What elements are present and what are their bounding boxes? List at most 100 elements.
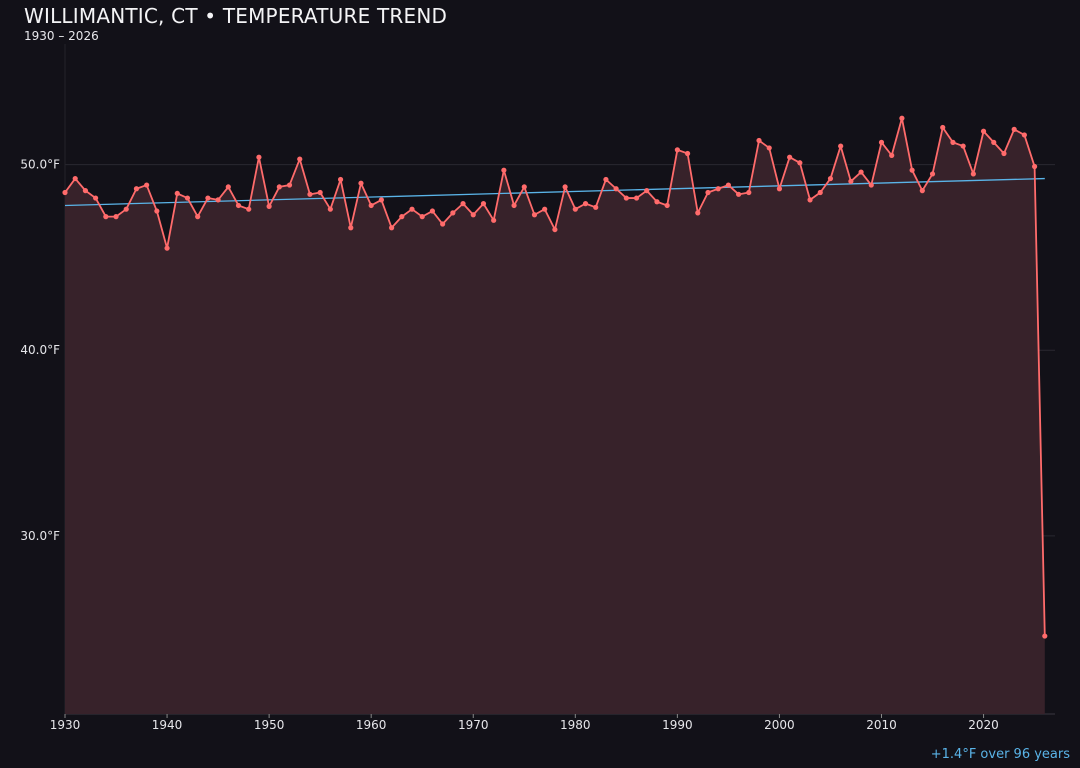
data-point — [256, 154, 262, 160]
data-point — [419, 214, 425, 220]
data-point — [368, 202, 374, 209]
data-point — [909, 167, 915, 173]
data-point — [562, 184, 568, 190]
data-point — [929, 171, 936, 177]
data-point — [123, 206, 129, 212]
data-point — [521, 184, 527, 190]
data-point — [552, 226, 558, 233]
data-point — [72, 175, 78, 182]
data-point — [297, 156, 303, 162]
data-point — [878, 139, 885, 145]
data-point — [654, 199, 660, 205]
data-point — [215, 197, 221, 203]
data-point — [286, 182, 293, 188]
data-point — [195, 214, 201, 220]
x-tick-label: 1950 — [254, 718, 285, 732]
data-point — [868, 182, 874, 188]
data-point — [93, 195, 99, 201]
data-point — [542, 206, 548, 212]
data-point — [817, 189, 823, 196]
data-point — [113, 214, 119, 220]
data-point — [797, 160, 803, 166]
data-point — [491, 217, 497, 223]
trend-line — [64, 177, 1045, 207]
data-point — [603, 176, 609, 183]
x-tick-label: 2020 — [968, 718, 999, 732]
data-point — [940, 124, 946, 131]
data-point — [62, 189, 68, 196]
data-point — [950, 139, 956, 145]
data-point — [919, 188, 925, 194]
data-point — [746, 189, 752, 196]
x-tick-label: 2010 — [866, 718, 897, 732]
data-point — [705, 189, 711, 196]
data-point — [480, 201, 487, 207]
data-point — [327, 206, 333, 212]
data-point — [409, 206, 415, 212]
data-point — [388, 225, 395, 231]
data-point — [787, 154, 793, 160]
data-point — [827, 175, 834, 182]
y-tick-label: 50.0°F — [20, 158, 60, 172]
data-point — [736, 191, 742, 197]
data-point — [378, 197, 384, 203]
data-point — [970, 171, 976, 177]
data-point — [633, 195, 640, 201]
chart-title: WILLIMANTIC, CT • TEMPERATURE TREND — [24, 4, 448, 28]
data-point — [980, 128, 987, 134]
data-point — [991, 139, 997, 145]
data-point — [450, 210, 456, 216]
chart-subtitle: 1930 – 2026 — [24, 29, 99, 43]
data-point — [460, 201, 466, 207]
data-point — [899, 115, 905, 121]
data-point — [776, 186, 783, 192]
data-point — [582, 201, 589, 207]
data-point — [184, 195, 191, 201]
data-point — [838, 143, 844, 149]
data-point — [154, 208, 160, 214]
data-point — [644, 188, 650, 194]
data-point — [664, 202, 670, 209]
data-point — [684, 150, 691, 157]
data-point — [807, 197, 813, 203]
x-tick-label: 1970 — [458, 718, 489, 732]
data-point — [593, 204, 599, 210]
data-point — [623, 195, 629, 201]
data-point — [725, 182, 732, 188]
data-point — [695, 210, 701, 216]
data-point — [1042, 633, 1048, 639]
data-point — [429, 208, 436, 214]
data-point — [337, 176, 344, 183]
data-point — [715, 186, 721, 192]
data-point — [225, 184, 231, 190]
data-point — [144, 182, 150, 188]
data-point — [164, 245, 170, 251]
data-point — [766, 145, 772, 151]
data-point — [82, 188, 89, 194]
data-point — [756, 137, 762, 144]
data-point — [501, 167, 507, 173]
data-point — [358, 180, 364, 186]
y-tick-label: 40.0°F — [20, 343, 60, 357]
data-point — [440, 221, 446, 227]
data-point — [531, 212, 538, 218]
data-point — [848, 178, 854, 184]
data-point — [889, 152, 895, 158]
data-point — [307, 191, 313, 197]
data-point — [572, 206, 578, 212]
data-point — [1001, 150, 1007, 157]
data-point — [348, 225, 354, 231]
data-point — [1021, 132, 1027, 138]
area-fill — [65, 118, 1045, 715]
data-point — [246, 206, 252, 212]
x-tick-label: 1960 — [356, 718, 387, 732]
x-tick-label: 2000 — [764, 718, 795, 732]
data-point — [613, 186, 619, 192]
data-point — [858, 169, 864, 175]
data-point — [103, 214, 109, 220]
data-point — [1011, 126, 1017, 132]
data-point — [1031, 163, 1038, 170]
data-point — [235, 202, 242, 209]
data-point — [174, 190, 180, 197]
